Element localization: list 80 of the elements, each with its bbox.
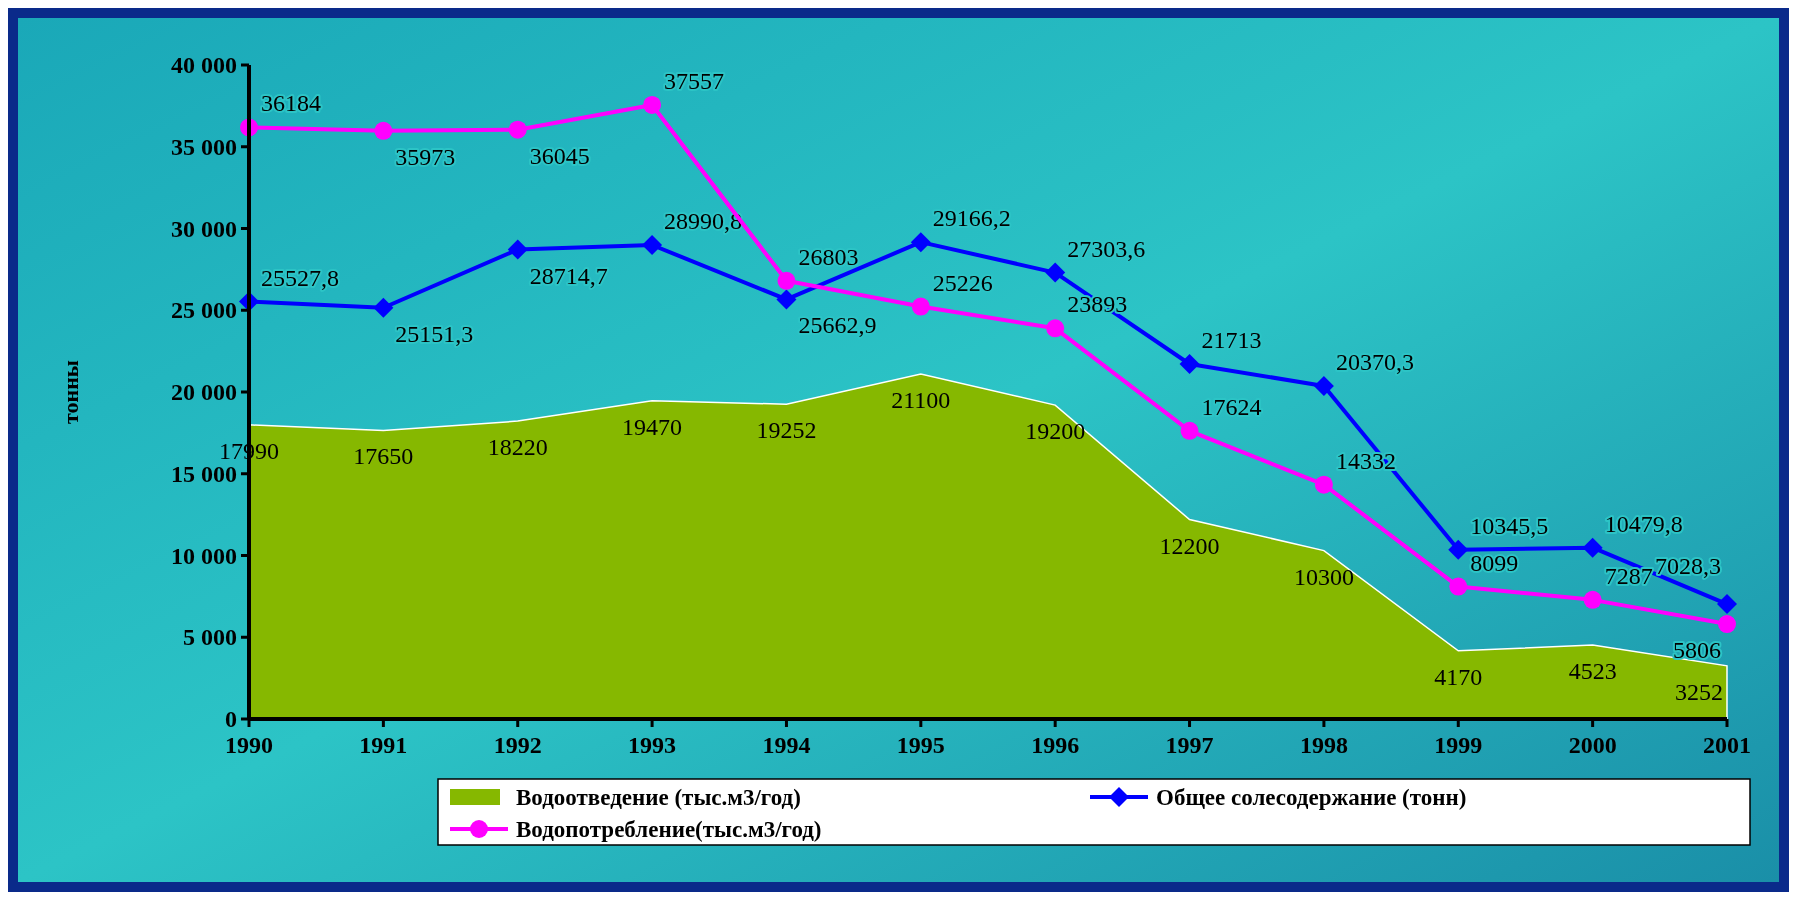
y-tick-label: 10 000 xyxy=(171,542,237,569)
data-label: 17650 xyxy=(353,443,414,470)
x-tick-label: 2001 xyxy=(1703,732,1751,758)
point xyxy=(1179,353,1200,374)
y-tick-label: 40 000 xyxy=(171,52,237,78)
x-tick-label: 1994 xyxy=(762,732,811,758)
x-tick-label: 1999 xyxy=(1434,732,1483,758)
data-label: 5806 xyxy=(1673,637,1721,664)
y-tick-label: 25 000 xyxy=(171,297,237,324)
point xyxy=(1449,577,1468,596)
data-label: 27303,6 xyxy=(1067,235,1146,262)
x-tick-label: 1996 xyxy=(1031,732,1080,758)
text: Водоотведение (тыс.м3/год) xyxy=(516,785,801,810)
y-tick-label: 0 xyxy=(225,706,237,732)
data-label: 25662,9 xyxy=(798,312,877,339)
point xyxy=(642,235,663,255)
data-label: 35973 xyxy=(395,143,456,170)
data-label: 19470 xyxy=(622,413,683,440)
point xyxy=(373,297,394,318)
y-axis-title: тонны xyxy=(58,359,83,425)
point xyxy=(1314,475,1333,494)
y-tick-label: 30 000 xyxy=(171,215,237,242)
x-tick-label: 1991 xyxy=(359,732,408,758)
data-label: 28714,7 xyxy=(529,262,608,289)
point xyxy=(1717,594,1737,615)
data-label: 10479,8 xyxy=(1604,510,1683,537)
data-label: 19252 xyxy=(756,417,817,444)
x-tick-label: 1992 xyxy=(493,732,542,758)
point xyxy=(911,297,930,316)
data-label: 36045 xyxy=(529,142,590,169)
data-label: 4170 xyxy=(1434,663,1483,690)
x-tick-label: 1998 xyxy=(1299,732,1348,758)
x-tick-label: 1995 xyxy=(896,732,945,758)
point xyxy=(507,239,528,260)
point xyxy=(1718,615,1736,634)
point xyxy=(1583,590,1602,609)
point xyxy=(1582,537,1603,558)
data-label: 3252 xyxy=(1675,678,1723,705)
y-tick-label: 15 000 xyxy=(171,460,237,487)
data-label: 4523 xyxy=(1568,658,1617,685)
data-label: 8099 xyxy=(1470,549,1519,576)
point xyxy=(643,95,662,114)
data-label: 26803 xyxy=(798,243,859,270)
data-label: 29166,2 xyxy=(932,205,1011,232)
data-label: 7028,3 xyxy=(1655,553,1721,580)
legend-label: Общее солесодержание (тонн) xyxy=(1156,785,1467,810)
data-label: 19200 xyxy=(1025,418,1086,445)
point xyxy=(374,121,393,140)
data-label: 10345,5 xyxy=(1470,512,1549,539)
data-label: 28990,8 xyxy=(664,208,743,234)
x-tick-label: 1990 xyxy=(225,732,273,758)
data-label: 25527,8 xyxy=(261,264,339,291)
point xyxy=(1045,262,1066,283)
data-label: 20370,3 xyxy=(1335,348,1414,375)
point xyxy=(1313,375,1334,396)
point xyxy=(776,289,797,310)
x-tick-label: 1997 xyxy=(1165,732,1214,758)
data-label: 36184 xyxy=(261,90,321,117)
data-label: 25226 xyxy=(932,269,993,296)
data-label: 18220 xyxy=(487,434,548,461)
data-label: 21713 xyxy=(1201,326,1262,353)
data-label: 37557 xyxy=(664,67,725,94)
point xyxy=(1046,319,1065,338)
point xyxy=(1448,539,1469,560)
legend-label: Водопотребление(тыс.м3/год) xyxy=(516,817,822,842)
data-label: 21100 xyxy=(891,387,951,414)
data-label: 25151,3 xyxy=(395,320,474,347)
y-tick-label: 5 000 xyxy=(183,624,237,651)
point xyxy=(508,120,527,139)
data-label: 12200 xyxy=(1159,532,1220,559)
y-tick-label: 20 000 xyxy=(171,379,237,405)
x-tick-label: 2000 xyxy=(1568,732,1617,758)
point xyxy=(1180,421,1199,440)
data-label: 10300 xyxy=(1293,563,1354,590)
y-tick-label: 35 000 xyxy=(171,133,237,160)
data-label: 17624 xyxy=(1201,393,1262,420)
x-tick-label: 1993 xyxy=(628,732,677,758)
point xyxy=(910,232,931,253)
point xyxy=(777,271,796,290)
data-label: 7287 xyxy=(1604,562,1653,589)
